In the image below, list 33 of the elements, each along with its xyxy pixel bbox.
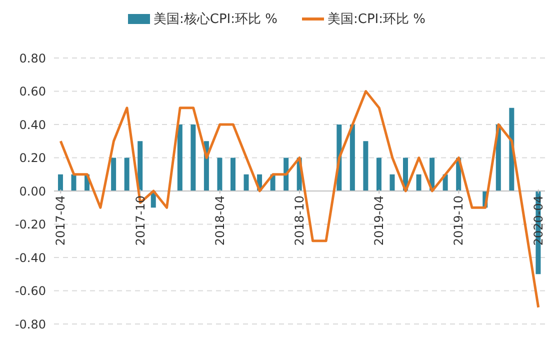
legend-label: 美国:核心CPI:环比 % <box>154 11 278 28</box>
y-tick-label: 0.20 <box>19 151 46 166</box>
bar <box>244 174 249 191</box>
x-tick-label: 2017-04 <box>54 196 68 246</box>
x-tick-label: 2018-10 <box>292 196 306 246</box>
bar <box>390 174 395 191</box>
x-tick-label: 2020-04 <box>531 196 546 246</box>
legend-label: 美国:CPI:环比 % <box>328 11 426 28</box>
x-tick-label: 2018-04 <box>212 196 227 246</box>
bar <box>416 174 422 191</box>
bar <box>190 124 196 191</box>
bar <box>217 158 222 191</box>
bar <box>124 158 130 191</box>
bar <box>71 174 76 191</box>
bar <box>376 158 382 191</box>
x-tick-label: 2017-10 <box>133 196 148 246</box>
y-tick-label: -0.40 <box>14 250 46 265</box>
y-tick-label: -0.60 <box>14 284 46 298</box>
y-tick-label: 0.80 <box>19 51 46 66</box>
y-tick-label: 0.40 <box>19 118 46 132</box>
x-tick-label: 2019-10 <box>452 196 466 246</box>
bar <box>177 124 182 191</box>
y-tick-label: 0.60 <box>19 84 46 99</box>
bar <box>58 174 63 191</box>
y-tick-label: -0.80 <box>14 317 46 332</box>
bar <box>111 158 116 191</box>
y-tick-label: 0.00 <box>19 184 46 198</box>
bar <box>350 124 355 191</box>
bar <box>138 141 143 191</box>
bar <box>230 158 236 191</box>
x-tick-label: 2019-04 <box>372 196 386 246</box>
y-tick-label: -0.20 <box>14 218 46 232</box>
bar <box>363 141 368 191</box>
